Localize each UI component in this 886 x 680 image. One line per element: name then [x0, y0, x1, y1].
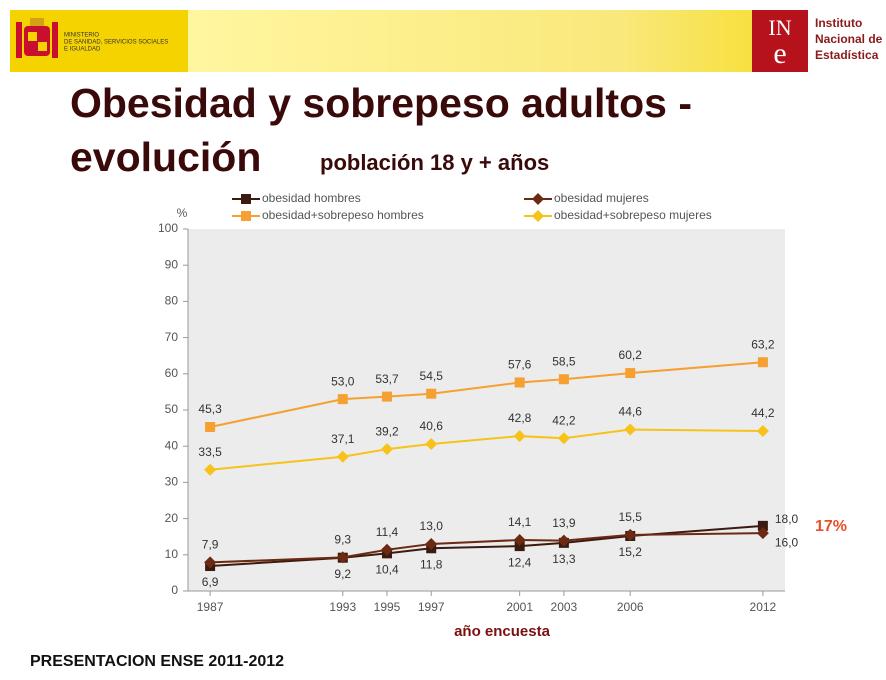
y-tick-label: 50: [165, 402, 179, 416]
value-label: 39,2: [375, 424, 399, 438]
value-label: 7,9: [202, 538, 219, 552]
legend-label: obesidad+sobrepeso mujeres: [554, 208, 712, 222]
data-point: [382, 392, 392, 402]
x-tick-label: 2001: [506, 600, 533, 614]
y-tick-label: 70: [165, 330, 179, 344]
value-label: 15,5: [619, 510, 643, 524]
ine-text: Estadística: [815, 48, 879, 62]
x-tick-label: 1995: [374, 600, 401, 614]
value-label: 37,1: [331, 432, 355, 446]
data-point: [338, 394, 348, 404]
ine-text: Nacional de: [815, 32, 883, 46]
data-point: [426, 389, 436, 399]
ine-logo-text: e: [773, 37, 786, 70]
slide-title: Obesidad y sobrepeso adultos -: [70, 80, 692, 126]
value-label: 54,5: [420, 369, 444, 383]
value-label: 11,8: [420, 557, 443, 571]
value-label: 18,0: [775, 512, 799, 526]
value-label: 10,4: [375, 563, 399, 577]
data-point: [625, 368, 635, 378]
value-label: 53,0: [331, 374, 355, 388]
value-label: 12,4: [508, 555, 532, 569]
value-label: 45,3: [198, 402, 222, 416]
value-label: 60,2: [619, 348, 643, 362]
value-label: 13,0: [420, 519, 444, 533]
value-label: 42,2: [552, 413, 576, 427]
page: MINISTERIO DE SANIDAD, SERVICIOS SOCIALE…: [0, 0, 886, 680]
value-label: 16,0: [775, 535, 799, 549]
value-label: 9,3: [334, 533, 351, 547]
legend-marker: [241, 194, 251, 204]
footer: PRESENTACION ENSE 2011-2012: [30, 653, 284, 670]
value-label: 13,3: [552, 552, 576, 566]
value-label: 11,4: [376, 525, 399, 539]
value-label: 44,6: [619, 405, 643, 419]
value-label: 44,2: [751, 406, 775, 420]
value-label: 6,9: [202, 575, 219, 589]
x-axis-label: año encuesta: [454, 623, 551, 640]
ministry-text: E IGUALDAD: [64, 47, 101, 53]
legend-label: obesidad mujeres: [554, 191, 649, 205]
legend-label: obesidad hombres: [262, 191, 361, 205]
y-tick-label: 100: [158, 221, 178, 235]
slide: MINISTERIO DE SANIDAD, SERVICIOS SOCIALE…: [0, 0, 886, 675]
y-tick-label: 90: [165, 257, 179, 271]
y-tick-label: 40: [165, 438, 179, 452]
ministry-text: MINISTERIO: [64, 33, 99, 39]
value-label: 13,9: [552, 516, 576, 530]
annotation: 17%: [815, 518, 847, 535]
y-axis-label: %: [177, 206, 188, 220]
x-tick-label: 2003: [551, 600, 578, 614]
slide-title: evolución: [70, 134, 261, 180]
value-label: 9,2: [334, 567, 351, 581]
value-label: 33,5: [198, 445, 222, 459]
y-tick-label: 80: [165, 294, 179, 308]
value-label: 63,2: [751, 337, 775, 351]
value-label: 42,8: [508, 411, 532, 425]
x-tick-label: 2012: [750, 600, 777, 614]
value-label: 15,2: [619, 545, 643, 559]
y-tick-label: 30: [165, 475, 179, 489]
data-point: [559, 374, 569, 384]
x-tick-label: 1987: [197, 600, 224, 614]
value-label: 58,5: [552, 354, 576, 368]
value-label: 40,6: [420, 419, 444, 433]
x-tick-label: 1997: [418, 600, 445, 614]
ine-text: Instituto: [815, 16, 862, 30]
x-tick-label: 2006: [617, 600, 644, 614]
ministry-text: DE SANIDAD, SERVICIOS SOCIALES: [64, 40, 168, 46]
y-tick-label: 0: [171, 583, 178, 597]
y-tick-label: 20: [165, 511, 179, 525]
value-label: 57,6: [508, 358, 532, 372]
slide-subtitle: población 18 y + años: [320, 150, 549, 175]
data-point: [205, 422, 215, 432]
value-label: 53,7: [375, 372, 399, 386]
y-tick-label: 10: [165, 547, 179, 561]
plot-area: [188, 229, 785, 591]
legend-marker: [241, 211, 251, 221]
data-point: [515, 377, 525, 387]
legend-label: obesidad+sobrepeso hombres: [262, 208, 424, 222]
x-tick-label: 1993: [329, 600, 356, 614]
y-tick-label: 60: [165, 366, 179, 380]
data-point: [758, 357, 768, 367]
value-label: 14,1: [508, 515, 532, 529]
